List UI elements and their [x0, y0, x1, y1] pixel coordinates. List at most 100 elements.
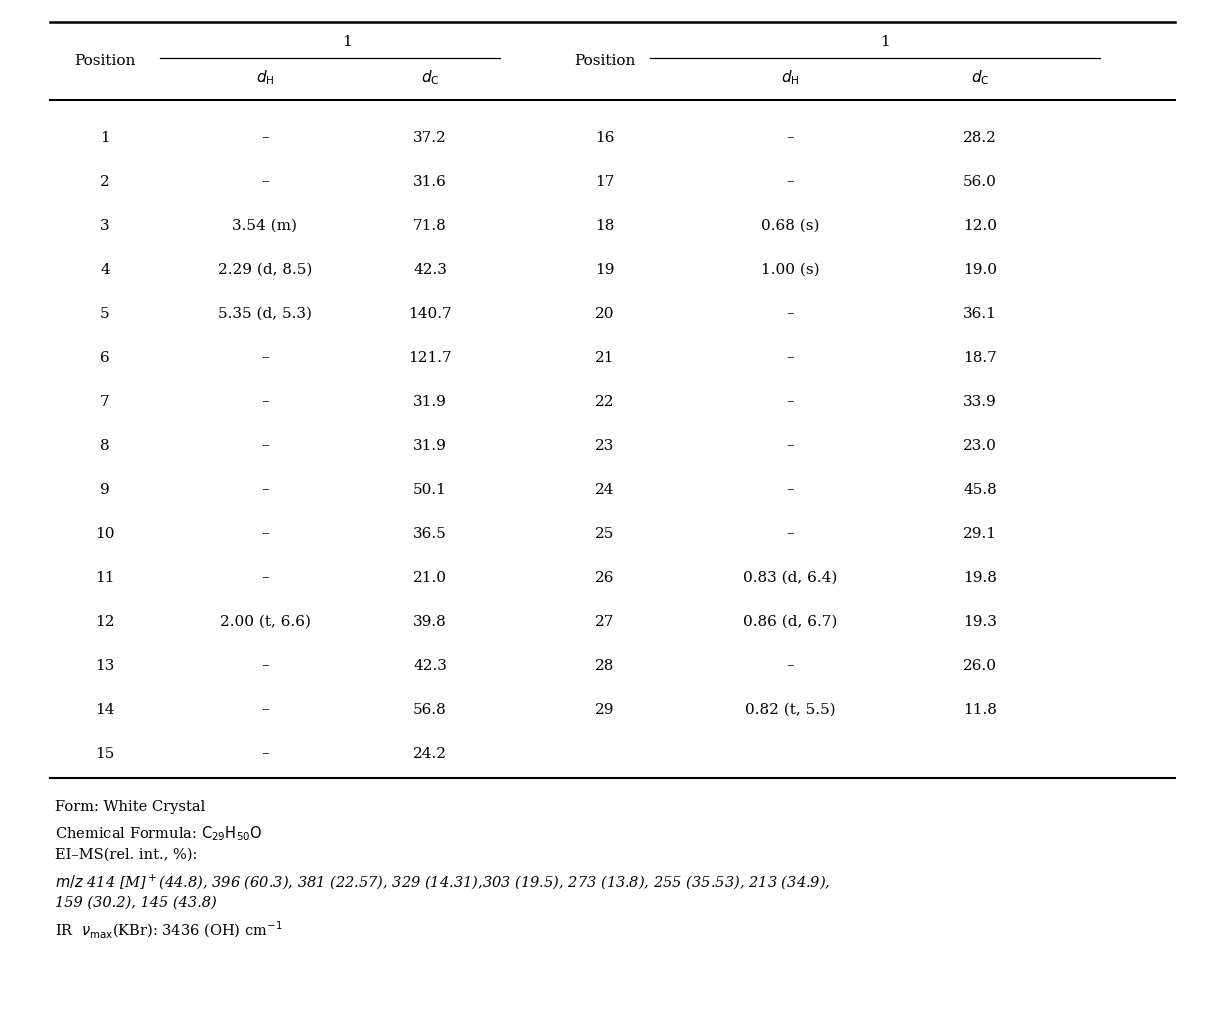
Text: –: – [786, 439, 794, 453]
Text: 50.1: 50.1 [413, 482, 447, 496]
Text: 45.8: 45.8 [963, 482, 997, 496]
Text: 17: 17 [595, 174, 615, 188]
Text: –: – [262, 395, 269, 408]
Text: –: – [262, 174, 269, 188]
Text: 29.1: 29.1 [963, 527, 997, 541]
Text: 11: 11 [95, 570, 115, 585]
Text: 8: 8 [100, 439, 110, 453]
Text: 13: 13 [95, 658, 115, 673]
Text: 16: 16 [595, 131, 615, 145]
Text: $d_\mathrm{C}$: $d_\mathrm{C}$ [970, 69, 990, 87]
Text: 31.9: 31.9 [413, 395, 447, 408]
Text: 31.9: 31.9 [413, 439, 447, 453]
Text: 19.3: 19.3 [963, 615, 997, 629]
Text: 15: 15 [95, 747, 115, 761]
Text: –: – [262, 658, 269, 673]
Text: 6: 6 [100, 350, 110, 365]
Text: 22: 22 [595, 395, 615, 408]
Text: 159 (30.2), 145 (43.8): 159 (30.2), 145 (43.8) [55, 897, 216, 910]
Text: –: – [786, 482, 794, 496]
Text: 0.83 (d, 6.4): 0.83 (d, 6.4) [743, 570, 837, 585]
Text: Position: Position [574, 54, 635, 68]
Text: 56.0: 56.0 [963, 174, 997, 188]
Text: 1: 1 [880, 35, 890, 49]
Text: 1.00 (s): 1.00 (s) [760, 262, 819, 277]
Text: $d_\mathrm{H}$: $d_\mathrm{H}$ [255, 69, 274, 87]
Text: 0.82 (t, 5.5): 0.82 (t, 5.5) [744, 703, 836, 716]
Text: 26.0: 26.0 [963, 658, 997, 673]
Text: 42.3: 42.3 [413, 262, 447, 277]
Text: Form: White Crystal: Form: White Crystal [55, 800, 205, 814]
Text: 2.00 (t, 6.6): 2.00 (t, 6.6) [220, 615, 310, 629]
Text: 33.9: 33.9 [963, 395, 997, 408]
Text: 19.8: 19.8 [963, 570, 997, 585]
Text: –: – [262, 131, 269, 145]
Text: –: – [786, 658, 794, 673]
Text: 12: 12 [95, 615, 115, 629]
Text: 0.68 (s): 0.68 (s) [761, 219, 819, 233]
Text: 10: 10 [95, 527, 115, 541]
Text: 3: 3 [100, 219, 110, 233]
Text: 3.54 (m): 3.54 (m) [232, 219, 297, 233]
Text: 121.7: 121.7 [408, 350, 452, 365]
Text: 28.2: 28.2 [963, 131, 997, 145]
Text: 9: 9 [100, 482, 110, 496]
Text: IR  $\nu_\mathrm{max}$(KBr): 3436 (OH) cm$^{-1}$: IR $\nu_\mathrm{max}$(KBr): 3436 (OH) cm… [55, 920, 282, 941]
Text: $d_\mathrm{C}$: $d_\mathrm{C}$ [420, 69, 439, 87]
Text: 29: 29 [595, 703, 615, 716]
Text: $m/z$ 414 [M]$^+$(44.8), 396 (60.3), 381 (22.57), 329 (14.31),303 (19.5), 273 (1: $m/z$ 414 [M]$^+$(44.8), 396 (60.3), 381… [55, 872, 831, 891]
Text: 1: 1 [342, 35, 352, 49]
Text: –: – [262, 482, 269, 496]
Text: EI–MS(rel. int., %):: EI–MS(rel. int., %): [55, 848, 198, 862]
Text: 19.0: 19.0 [963, 262, 997, 277]
Text: 21.0: 21.0 [413, 570, 447, 585]
Text: –: – [786, 350, 794, 365]
Text: 27: 27 [595, 615, 615, 629]
Text: 36.1: 36.1 [963, 307, 997, 320]
Text: 19: 19 [595, 262, 615, 277]
Text: Chemical Formula: $\mathrm{C_{29}H_{50}O}$: Chemical Formula: $\mathrm{C_{29}H_{50}O… [55, 824, 263, 843]
Text: 12.0: 12.0 [963, 219, 997, 233]
Text: 2: 2 [100, 174, 110, 188]
Text: 36.5: 36.5 [413, 527, 447, 541]
Text: 24: 24 [595, 482, 615, 496]
Text: 37.2: 37.2 [413, 131, 447, 145]
Text: 2.29 (d, 8.5): 2.29 (d, 8.5) [218, 262, 312, 277]
Text: 23: 23 [595, 439, 615, 453]
Text: –: – [262, 350, 269, 365]
Text: 1: 1 [100, 131, 110, 145]
Text: –: – [786, 395, 794, 408]
Text: 56.8: 56.8 [413, 703, 447, 716]
Text: –: – [786, 131, 794, 145]
Text: 5: 5 [100, 307, 110, 320]
Text: 28: 28 [595, 658, 615, 673]
Text: 14: 14 [95, 703, 115, 716]
Text: Position: Position [75, 54, 136, 68]
Text: 4: 4 [100, 262, 110, 277]
Text: –: – [786, 527, 794, 541]
Text: 24.2: 24.2 [413, 747, 447, 761]
Text: 11.8: 11.8 [963, 703, 997, 716]
Text: 31.6: 31.6 [413, 174, 447, 188]
Text: 7: 7 [100, 395, 110, 408]
Text: 18.7: 18.7 [963, 350, 997, 365]
Text: $d_\mathrm{H}$: $d_\mathrm{H}$ [781, 69, 799, 87]
Text: –: – [786, 307, 794, 320]
Text: 23.0: 23.0 [963, 439, 997, 453]
Text: 140.7: 140.7 [408, 307, 452, 320]
Text: 42.3: 42.3 [413, 658, 447, 673]
Text: 21: 21 [595, 350, 615, 365]
Text: 20: 20 [595, 307, 615, 320]
Text: –: – [262, 747, 269, 761]
Text: 39.8: 39.8 [413, 615, 447, 629]
Text: –: – [262, 703, 269, 716]
Text: 25: 25 [595, 527, 615, 541]
Text: –: – [262, 439, 269, 453]
Text: 26: 26 [595, 570, 615, 585]
Text: 71.8: 71.8 [413, 219, 447, 233]
Text: –: – [262, 527, 269, 541]
Text: –: – [786, 174, 794, 188]
Text: 5.35 (d, 5.3): 5.35 (d, 5.3) [218, 307, 312, 320]
Text: –: – [262, 570, 269, 585]
Text: 0.86 (d, 6.7): 0.86 (d, 6.7) [743, 615, 837, 629]
